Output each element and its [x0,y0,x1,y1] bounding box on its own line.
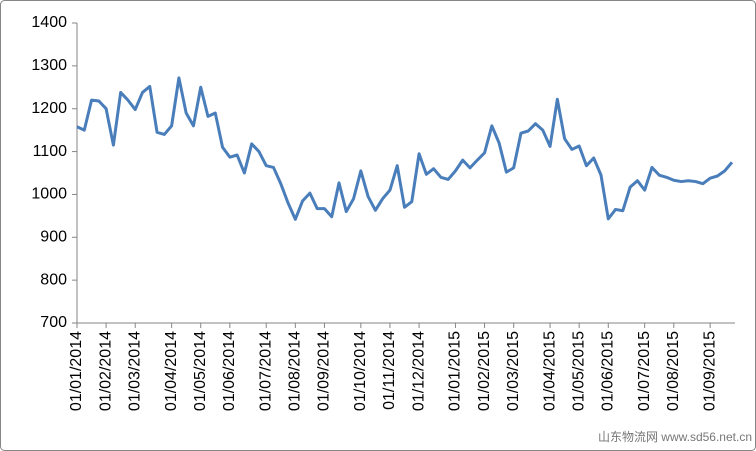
x-tick-label: 01/02/2014 [97,331,114,411]
x-tick-label: 01/08/2014 [287,331,304,411]
y-tick-label: 1000 [31,186,67,203]
x-tick-label: 01/04/2014 [163,331,180,411]
x-tick-label: 01/03/2014 [126,331,143,411]
line-series [76,76,734,221]
y-tick-label: 700 [40,314,67,331]
y-tick-label: 1100 [33,143,68,160]
x-tick-label: 01/02/2015 [476,331,493,411]
y-tick-label: 900 [40,229,67,246]
x-tick-label: 01/11/2014 [381,331,398,410]
x-tick-label: 01/01/2014 [68,331,85,411]
x-tick-label: 01/09/2015 [701,331,718,411]
y-tick-label: 1300 [31,57,67,74]
x-tick-label: 01/06/2015 [599,331,616,411]
x-tick-label: 01/07/2015 [636,331,653,411]
x-tick-label: 01/06/2014 [221,331,238,411]
x-tick-label: 01/08/2015 [665,331,682,411]
y-tick-label: 1200 [31,100,67,117]
x-tick-label: 01/04/2015 [541,331,558,411]
x-tick-label: 01/09/2014 [316,331,333,411]
y-tick-label: 800 [40,271,67,288]
x-tick-label: 01/07/2014 [257,331,274,411]
x-tick-label: 01/05/2014 [192,331,209,411]
x-tick-label: 01/03/2015 [505,331,522,411]
x-tick-label: 01/10/2014 [352,331,369,411]
x-tick-label: 01/05/2015 [570,331,587,411]
watermark: 山东物流网 www.sd56.net.cn [598,430,752,444]
x-tick-label: 01/12/2014 [410,331,427,411]
x-tick-label: 01/01/2015 [447,331,464,411]
y-tick-label: 1400 [31,14,67,31]
